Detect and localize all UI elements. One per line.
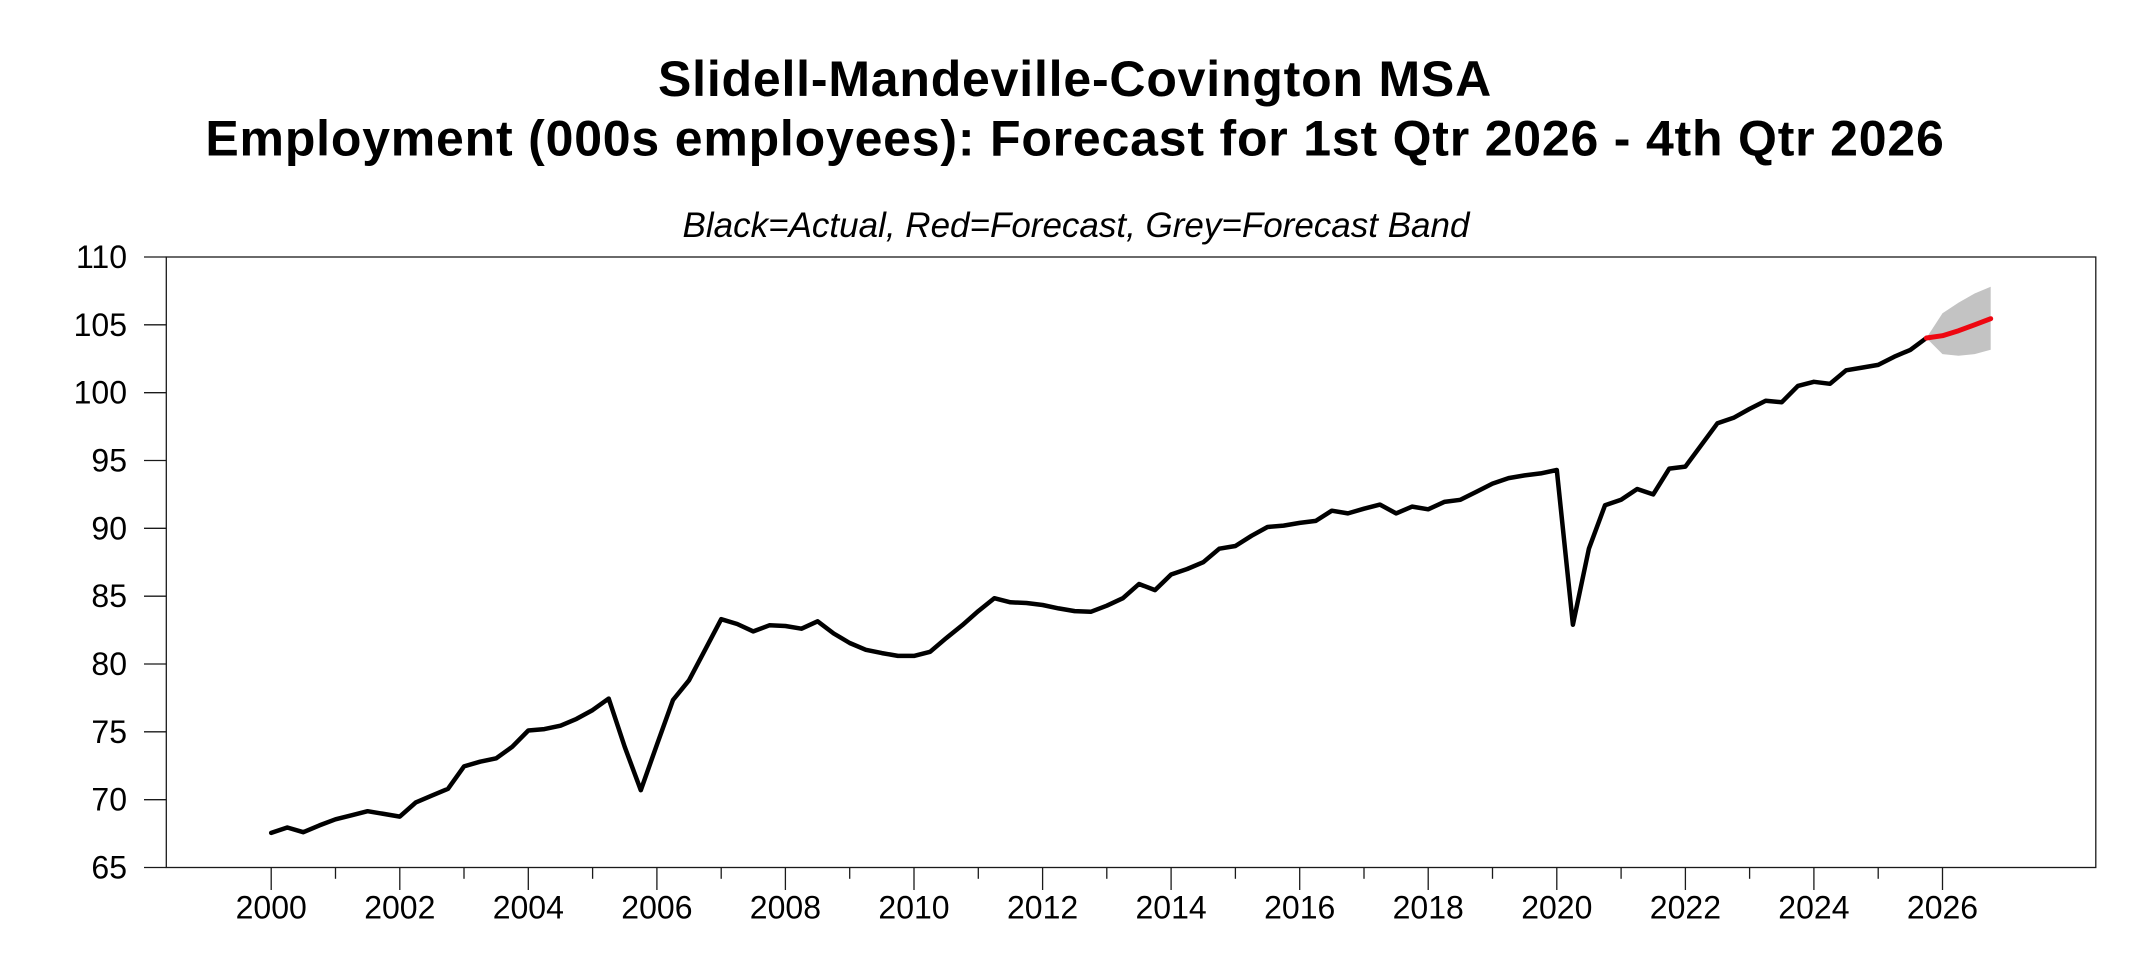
svg-text:2020: 2020	[1521, 890, 1592, 926]
svg-text:Employment (000s employees): F: Employment (000s employees): Forecast fo…	[205, 111, 1944, 167]
svg-text:100: 100	[74, 375, 127, 411]
svg-text:70: 70	[91, 782, 127, 818]
svg-text:2012: 2012	[1007, 890, 1078, 926]
svg-text:2024: 2024	[1778, 890, 1849, 926]
svg-text:110: 110	[76, 239, 127, 275]
svg-text:Slidell-Mandeville-Covington M: Slidell-Mandeville-Covington MSA	[658, 51, 1492, 107]
svg-text:65: 65	[91, 850, 127, 886]
svg-text:2000: 2000	[236, 890, 307, 926]
svg-text:105: 105	[74, 307, 127, 343]
svg-text:95: 95	[91, 443, 127, 479]
svg-text:90: 90	[91, 510, 127, 546]
svg-text:2008: 2008	[750, 890, 821, 926]
svg-text:Black=Actual, Red=Forecast, Gr: Black=Actual, Red=Forecast, Grey=Forecas…	[683, 206, 1471, 245]
svg-text:2006: 2006	[621, 890, 692, 926]
svg-text:2016: 2016	[1264, 890, 1335, 926]
svg-text:2010: 2010	[878, 890, 949, 926]
svg-text:2022: 2022	[1650, 890, 1721, 926]
svg-text:2002: 2002	[364, 890, 435, 926]
svg-text:2004: 2004	[493, 890, 564, 926]
svg-text:2014: 2014	[1136, 890, 1207, 926]
svg-text:2026: 2026	[1907, 890, 1978, 926]
svg-text:80: 80	[91, 646, 127, 682]
svg-text:75: 75	[91, 714, 127, 750]
svg-text:85: 85	[91, 578, 127, 614]
svg-text:2018: 2018	[1393, 890, 1464, 926]
